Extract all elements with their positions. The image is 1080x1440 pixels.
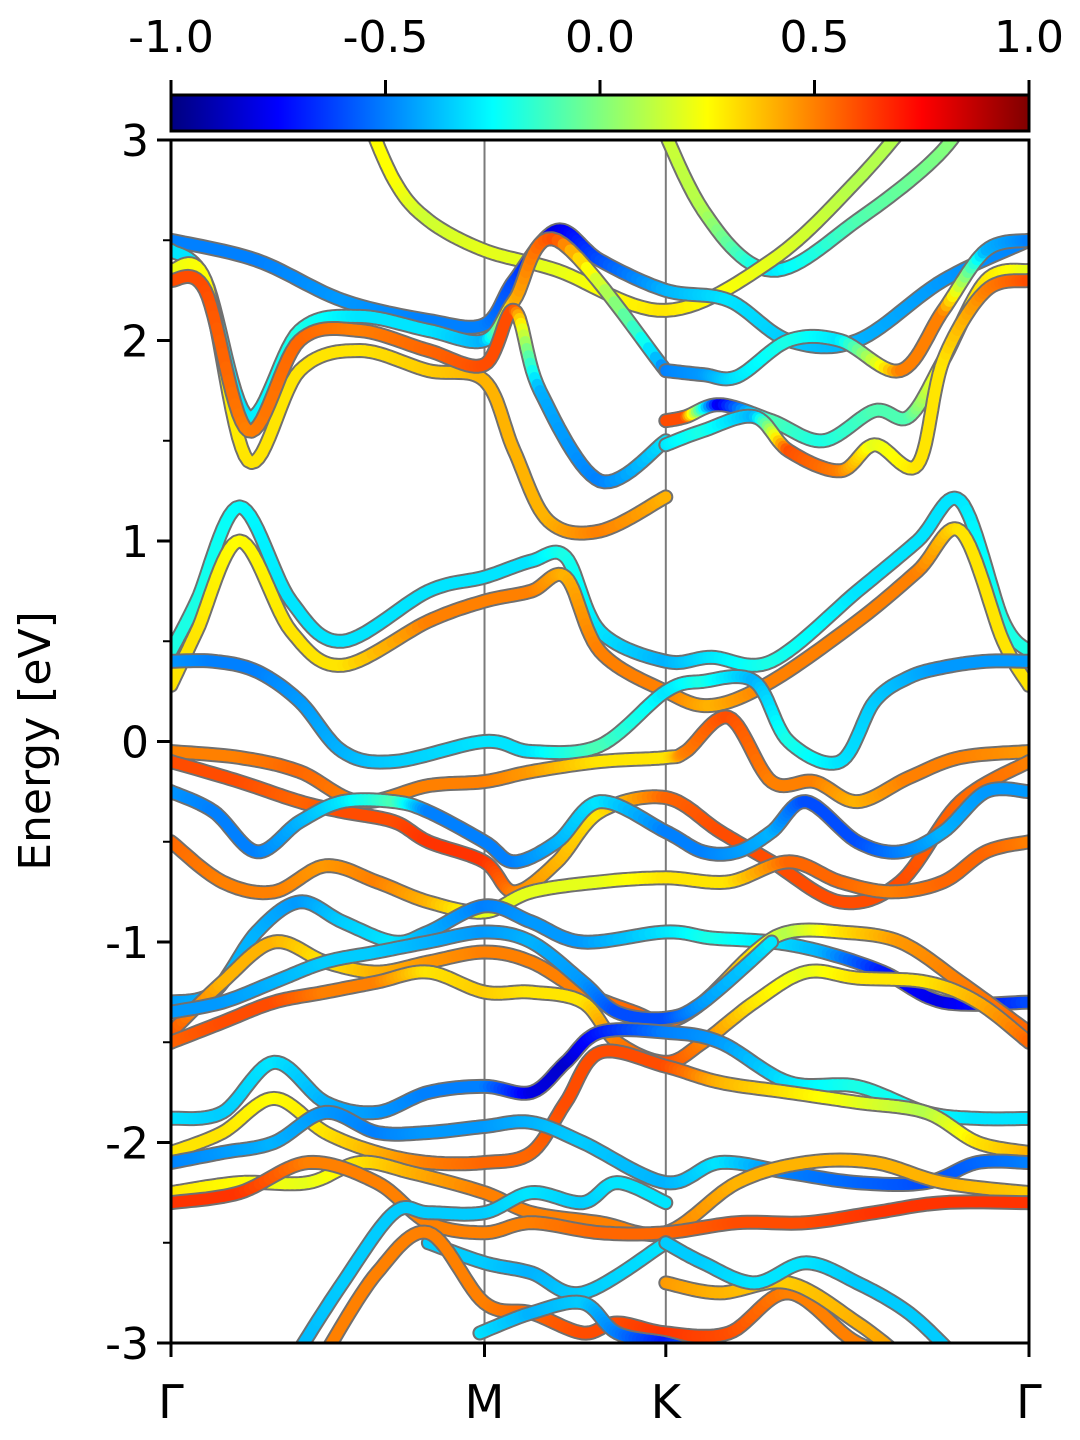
band-8 [658, 272, 1029, 479]
colorbar-tick-label: 1.0 [994, 12, 1064, 63]
band-25 [291, 1175, 674, 1363]
band-segment [658, 1196, 672, 1209]
band-segment [763, 936, 778, 950]
band-14 [171, 781, 1029, 870]
colorbar-tick-label: 0.0 [565, 12, 635, 63]
colorbar-gradient [169, 93, 1031, 133]
colorbar-tick-label: 0.5 [780, 12, 850, 63]
band-segment [657, 491, 672, 504]
band-segment [981, 86, 983, 90]
colorbar-tick-label: -1.0 [128, 12, 214, 63]
colorbar-ticks: -1.0 -0.5 0.0 0.5 1.0 [128, 12, 1064, 95]
band-23 [171, 1152, 1029, 1243]
band-12 [171, 709, 1029, 810]
band-15 [171, 834, 1029, 920]
band-27 [322, 1224, 878, 1353]
band-segment [296, 1351, 299, 1356]
band-19 [171, 924, 780, 1027]
band-segment [291, 1360, 293, 1363]
colorbar-tick-label: -0.5 [343, 12, 429, 63]
band-segment [325, 1350, 327, 1353]
band-21 [171, 1043, 1029, 1172]
band-3 [171, 231, 674, 425]
band-segment [985, 80, 987, 83]
band-segment [293, 1356, 296, 1360]
band-0 [643, 80, 987, 278]
band-17 [171, 922, 1029, 1040]
band-1 [367, 140, 903, 318]
band-segment [643, 80, 645, 86]
band-segment [645, 85, 648, 92]
colorbar: -1.0 -0.5 0.0 0.5 1.0 [128, 12, 1064, 133]
band-20 [171, 1022, 1029, 1127]
band-segment [983, 83, 985, 87]
band-5 [171, 268, 674, 490]
band-6 [658, 232, 1029, 387]
band-18 [171, 963, 1029, 1070]
band-11 [171, 653, 1029, 771]
band-segment [325, 1339, 336, 1343]
band-segment [297, 1340, 307, 1343]
bands [171, 80, 1029, 1363]
